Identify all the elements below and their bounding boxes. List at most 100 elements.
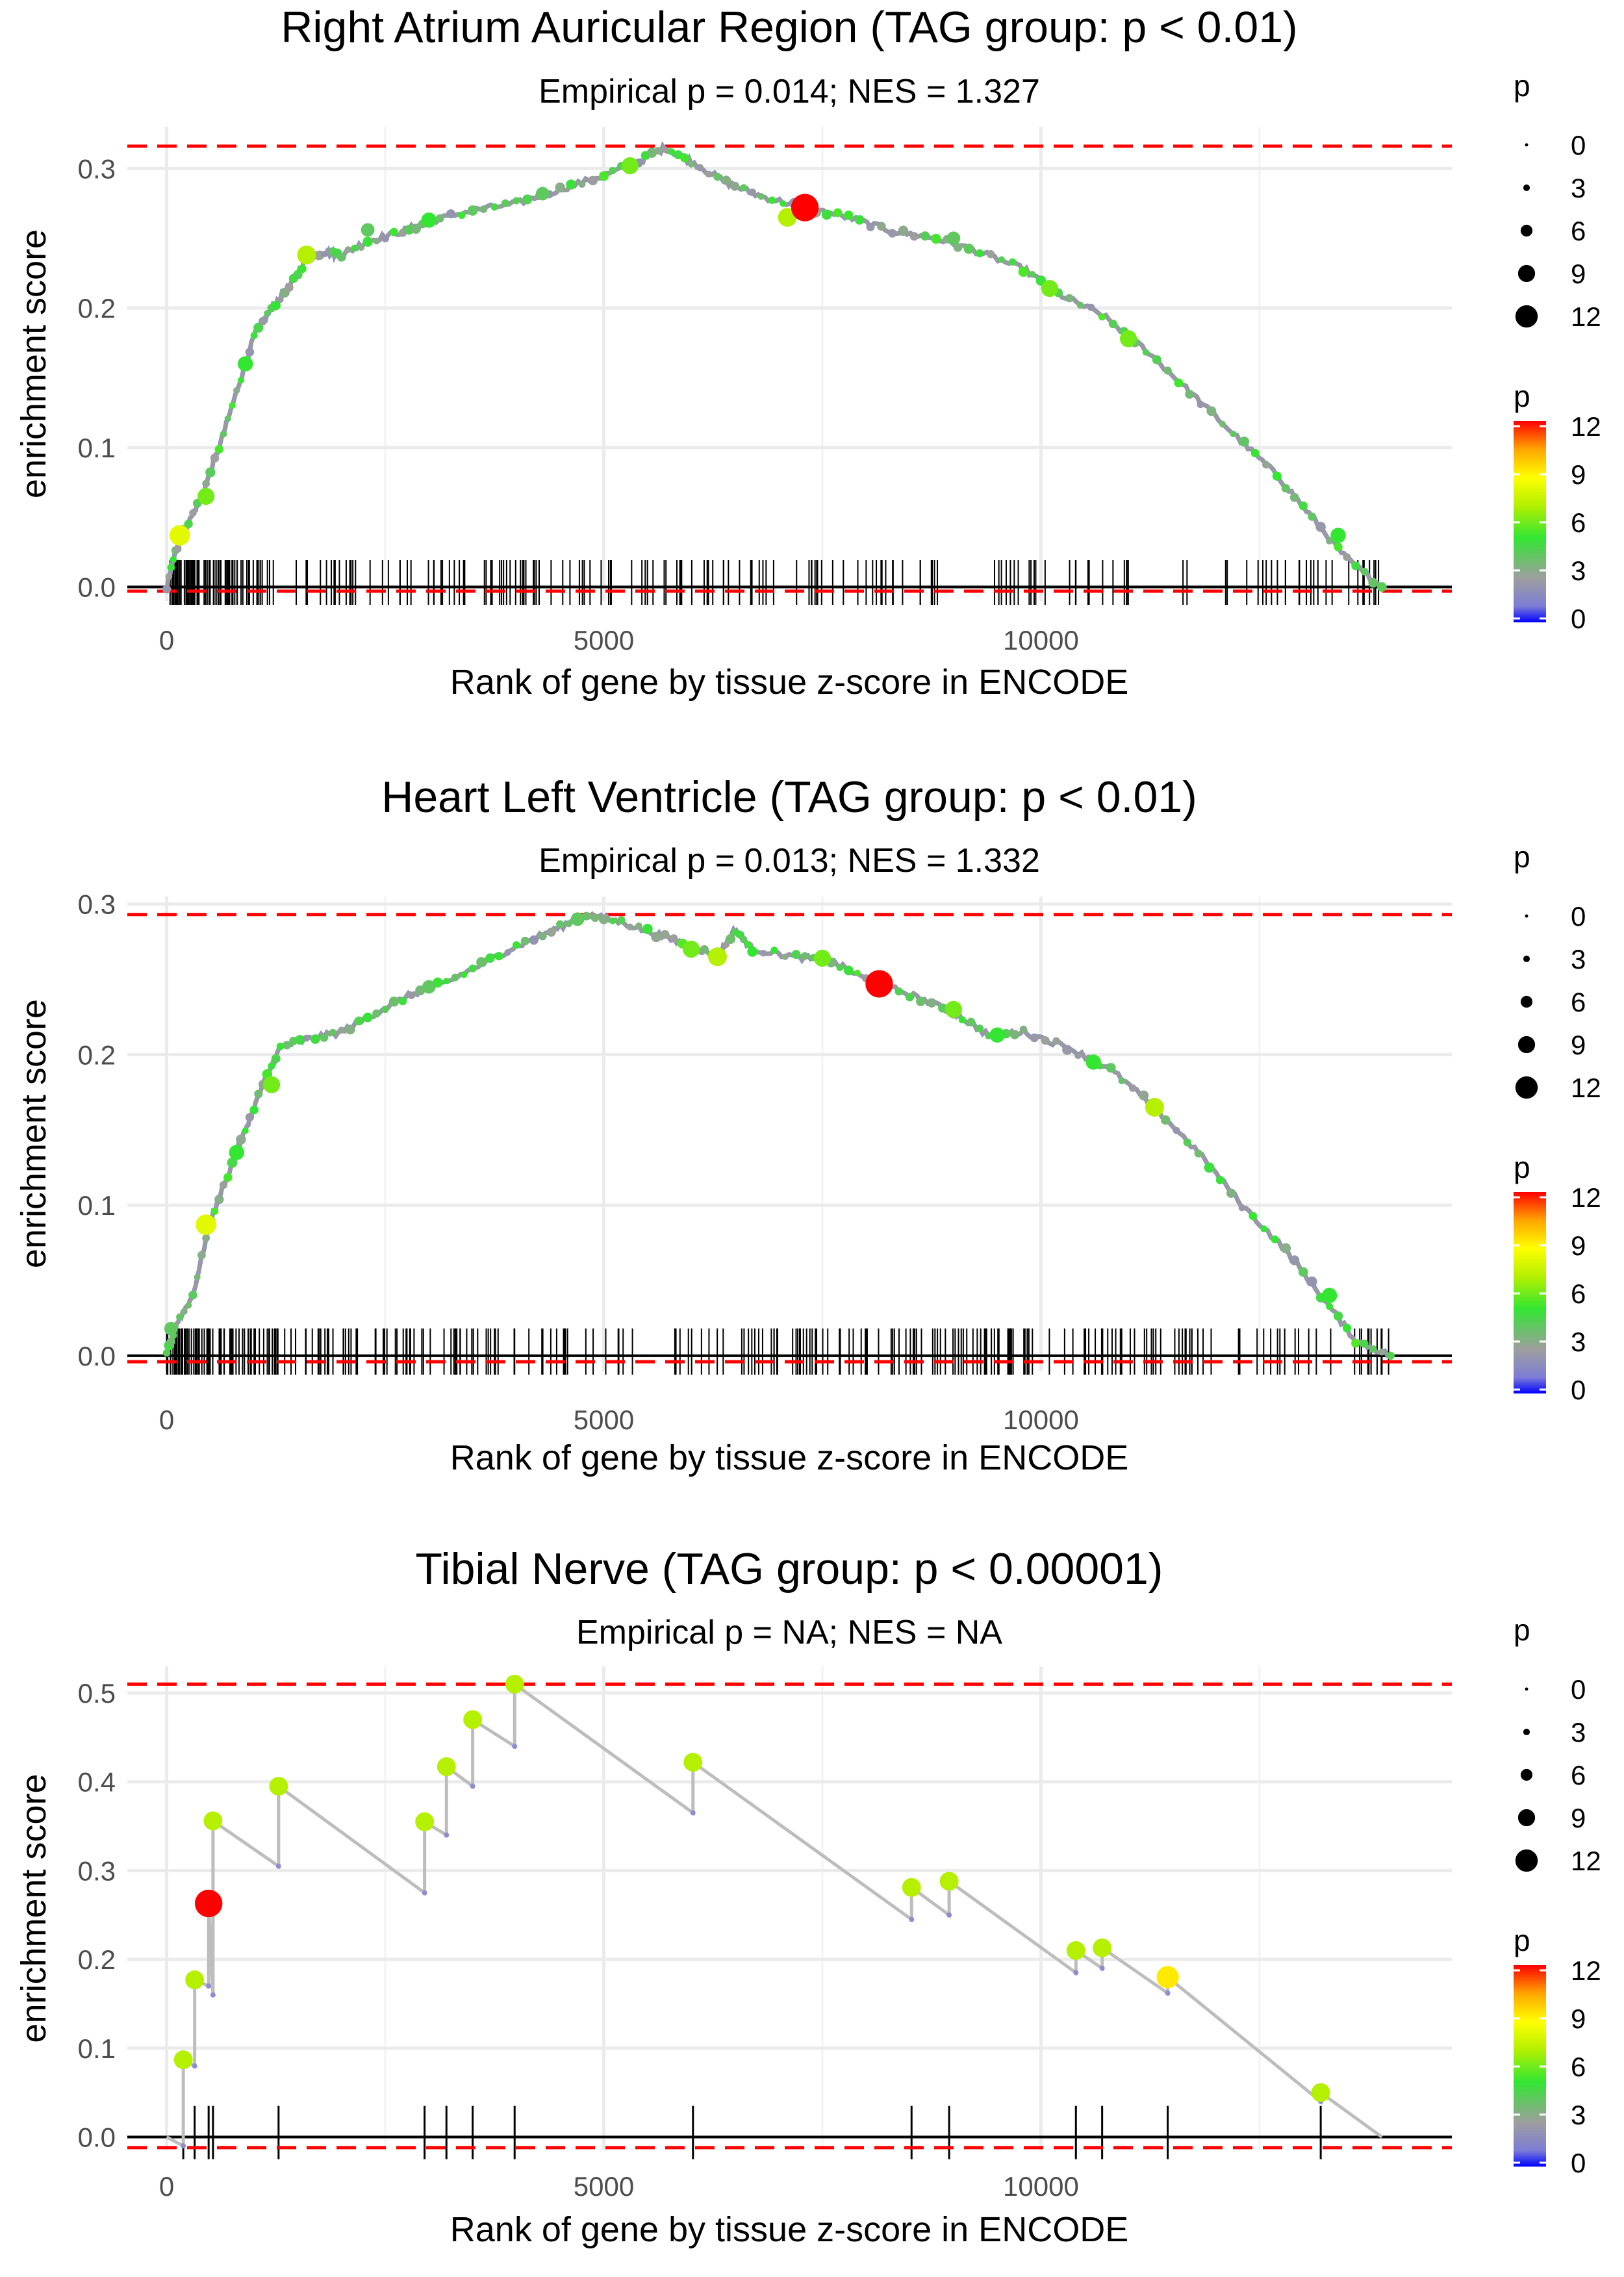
gene-point (986, 250, 995, 259)
size-legend-label: 9 (1571, 259, 1586, 289)
x-tick-label: 0 (159, 2171, 174, 2202)
gene-point (1087, 303, 1095, 311)
size-legend-key (1517, 1036, 1536, 1054)
gene-point (357, 244, 365, 251)
gene-point-highlight (791, 194, 819, 222)
gene-point (963, 243, 974, 254)
gene-point (635, 922, 642, 930)
gene-point (443, 978, 450, 985)
chart-subtitle: Empirical p = 0.014; NES = 1.327 (539, 73, 1040, 110)
gene-point (555, 182, 566, 193)
gene-point-highlight (989, 1027, 1005, 1043)
gene-point (690, 1810, 696, 1816)
gene-point (626, 923, 634, 931)
y-tick-label: 0.3 (78, 1855, 116, 1886)
gene-point (176, 1313, 184, 1321)
gene-point (1239, 437, 1250, 447)
gene-point (967, 1017, 976, 1026)
gene-point (184, 519, 193, 529)
gene-point-highlight (169, 525, 190, 546)
color-legend-label: 9 (1571, 2004, 1586, 2034)
gene-point (1062, 1045, 1072, 1055)
y-tick-label: 0.0 (78, 2122, 116, 2152)
size-legend-key (1525, 1687, 1529, 1691)
panel-1: Right Atrium Auricular Region (TAG group… (14, 3, 1601, 702)
gene-point (329, 1028, 336, 1036)
gene-point (735, 930, 744, 939)
y-axis-label: enrichment score (14, 999, 53, 1268)
gene-point (1351, 561, 1360, 570)
gene-point (303, 1034, 311, 1042)
gene-point (1368, 578, 1378, 588)
gene-point (976, 1024, 984, 1033)
gene-point (730, 181, 740, 191)
x-tick-label: 10000 (1003, 2171, 1079, 2202)
gene-point (362, 1012, 373, 1023)
gene-point (780, 200, 787, 207)
gene-point-highlight (237, 356, 253, 372)
gene-point-highlight (262, 1076, 281, 1093)
gene-point (1163, 366, 1172, 375)
gene-point (705, 170, 713, 178)
size-legend-key (1520, 224, 1533, 237)
gene-point (504, 949, 511, 956)
gene-point (344, 246, 352, 253)
size-legend-label: 6 (1571, 1760, 1586, 1790)
color-legend-label: 0 (1571, 604, 1586, 634)
gene-point-highlight (415, 1812, 435, 1831)
gene-point (167, 563, 175, 572)
gene-point (245, 1113, 255, 1122)
gene-point (345, 1024, 355, 1035)
gene-rug (166, 1328, 1389, 1375)
gene-point (210, 1992, 216, 1998)
gene-point (588, 175, 598, 186)
size-legend-key (1523, 1728, 1530, 1736)
size-legend-key (1517, 1809, 1536, 1827)
color-legend-label: 12 (1571, 411, 1601, 442)
gene-point (242, 1127, 249, 1134)
gene-point (181, 1308, 188, 1316)
gene-point (876, 222, 886, 231)
gene-point (249, 1105, 259, 1115)
gene-point (1041, 1036, 1050, 1045)
gene-point (1194, 1149, 1202, 1158)
gene-point (381, 235, 389, 243)
gene-point (362, 236, 373, 247)
gene-point-highlight (173, 2050, 193, 2070)
gene-point-highlight (865, 970, 893, 998)
gene-point (1238, 1204, 1246, 1212)
gene-point-highlight (902, 1877, 921, 1897)
gene-point (1289, 1255, 1300, 1266)
gene-point (1009, 1030, 1020, 1039)
gene-point-highlight (421, 212, 437, 228)
gene-point (740, 935, 748, 944)
gene-point-highlight (463, 1710, 483, 1729)
size-legend-title: p (1514, 840, 1530, 874)
gene-point (866, 222, 875, 232)
size-legend-label: 12 (1571, 1073, 1601, 1103)
gene-point (485, 953, 495, 963)
gene-point (170, 556, 177, 563)
legend: p 0 3 6 9 12 p 12 9 6 3 0 (1514, 840, 1601, 1405)
gene-point-highlight (197, 487, 215, 505)
gene-point (1076, 301, 1084, 309)
gene-point (166, 1337, 175, 1346)
gene-point (556, 920, 565, 928)
gene-point (1343, 553, 1351, 561)
gene-point (407, 991, 416, 999)
gene-point (162, 585, 171, 594)
gene-point (512, 1744, 518, 1749)
es-curve (166, 1674, 1383, 2149)
size-legend-key (1520, 995, 1533, 1008)
gene-rug (169, 560, 1380, 605)
size-legend-title: p (1514, 1613, 1530, 1647)
size-legend-label: 12 (1571, 1846, 1601, 1876)
gene-point (1142, 349, 1150, 356)
gene-point (460, 971, 468, 978)
color-legend-title: p (1514, 1151, 1530, 1184)
color-legend-label: 6 (1571, 2052, 1586, 2082)
gene-point-highlight (683, 1753, 703, 1772)
gene-point (680, 153, 689, 162)
color-legend-label: 3 (1571, 1327, 1586, 1357)
